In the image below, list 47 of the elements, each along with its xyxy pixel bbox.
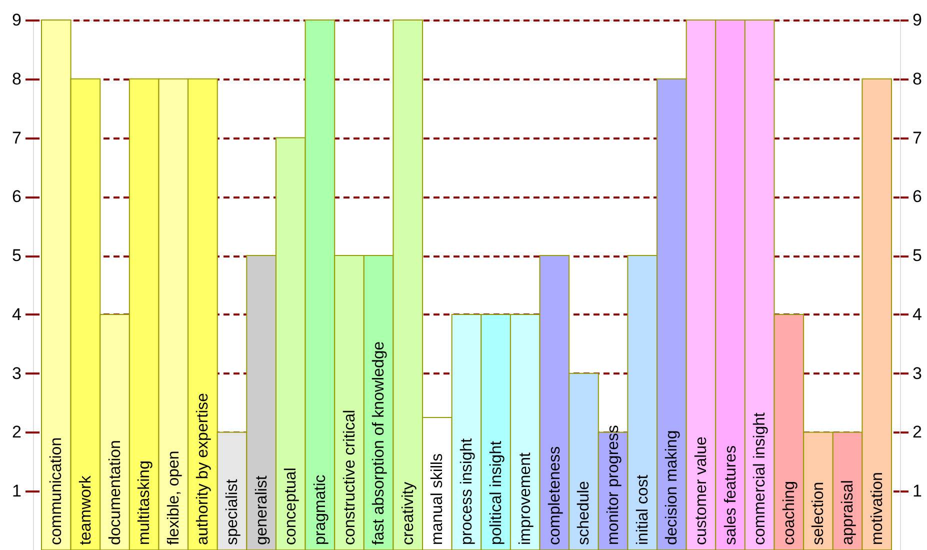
x-tick-label: generalist [253,475,270,545]
x-tick-label: constructive critical [341,410,358,545]
y2-tick-label: 2 [912,422,922,442]
x-tick-label: creativity [400,482,417,545]
y-tick-label: 6 [12,187,22,206]
x-tick-label: teamwork [77,474,94,545]
x-tick-label: customer value [692,436,710,545]
y-tick-label: 3 [12,364,22,383]
y2-tick-label: 9 [912,10,922,30]
y2-tick-label: 8 [912,69,922,88]
x-tick-label: pragmatic [312,474,329,545]
y-tick-label: 2 [12,422,22,442]
x-tick-label: fast absorption of knowledge [370,341,388,545]
x-tick-label: schedule [576,480,593,545]
x-tick-label: coaching [780,480,798,545]
y-tick-label: 5 [12,246,22,266]
x-tick-label: initial cost [634,474,652,545]
x-tick-label: completeness [546,446,564,545]
x-tick-label: authority by expertise [194,392,212,545]
x-tick-label: political insight [488,440,505,545]
x-tick-label: communication [48,437,66,545]
y-tick-label: 8 [12,69,22,88]
x-tick-label: flexible, open [165,450,182,545]
y-tick-label: 7 [12,128,22,148]
y2-tick-label: 4 [912,304,922,324]
x-tick-label: decision making [664,430,681,545]
y2-tick-label: 3 [912,364,922,383]
y-tick-label: 1 [12,482,22,501]
x-tick-label: selection [810,482,828,545]
x-tick-label: monitor progress [605,424,622,545]
y2-tick-label: 7 [912,128,922,148]
y-tick-label: 9 [12,10,22,30]
x-tick-label: conceptual [282,468,300,545]
x-tick-label: appraisal [840,480,857,545]
x-tick-label: commercial insight [752,412,769,545]
x-tick-label: process insight [458,438,476,545]
x-tick-label: sales features [722,445,740,545]
y2-tick-label: 1 [912,482,922,501]
x-tick-label: multitasking [136,460,154,545]
x-tick-label: motivation [868,472,886,545]
x-tick-label: documentation [106,440,124,545]
x-tick-label: specialist [224,478,242,545]
y2-tick-label: 6 [912,187,922,206]
y-tick-label: 4 [12,304,22,324]
y2-tick-label: 5 [912,246,922,266]
x-tick-label: improvement [517,452,534,545]
x-tick-label: manual skills [429,453,446,545]
